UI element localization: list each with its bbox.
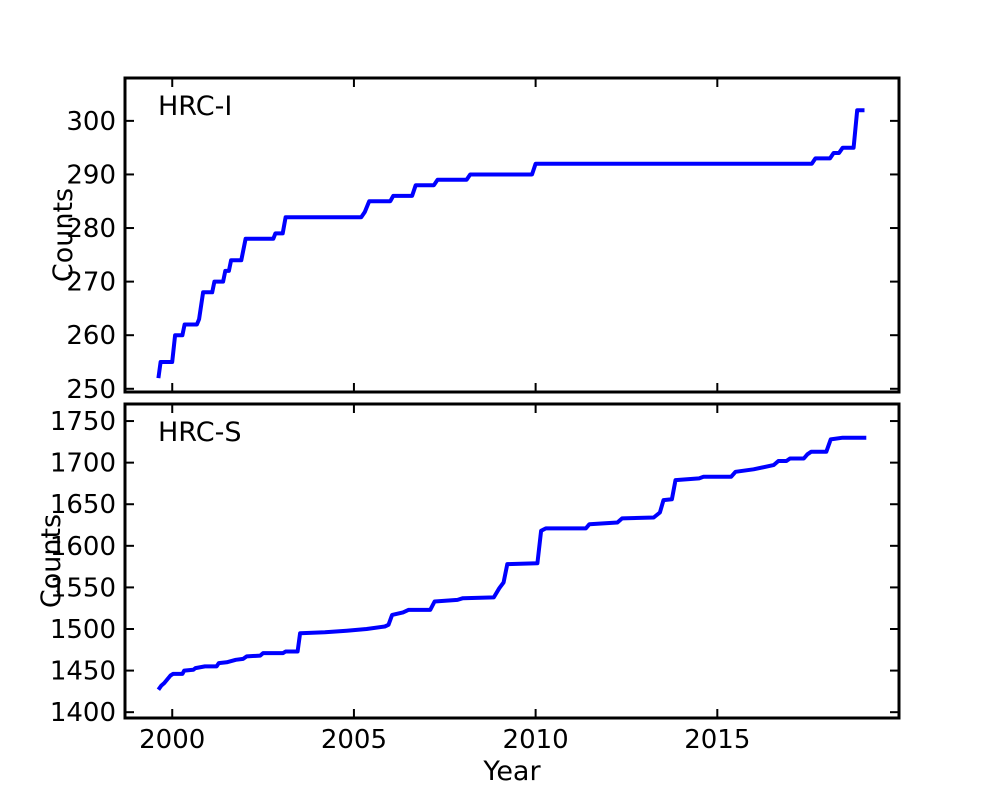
y-axis-label: Counts [36,514,67,608]
x-tick-label: 2005 [321,725,387,755]
panel-title: HRC-S [158,417,241,448]
hrc-s-data-line [156,435,867,691]
y-tick-label: 1400 [50,698,116,728]
y-axis-label: Counts [48,188,79,282]
axes-frame [123,402,901,720]
y-tick-label: 290 [66,160,116,190]
y-tick-label: 270 [66,268,116,298]
panel-hrc-i: 250 260 270 280 290 300 Counts HRC-I [48,76,901,405]
y-tick-label: 280 [66,214,116,244]
y-tick-label: 1500 [50,615,116,645]
y-tick-label: 1450 [50,657,116,687]
y-tick-label: 300 [66,107,116,137]
y-tick-label: 1600 [50,532,116,562]
x-axis-label: Year [482,756,541,787]
x-tick-label: 2000 [139,725,205,755]
x-tick-label: 2015 [684,725,750,755]
y-tick-label: 1650 [50,490,116,520]
y-tick-label: 260 [66,321,116,351]
panel-title: HRC-I [158,91,232,122]
panel-hrc-s: 2000 2005 2010 2015 1400 1450 1500 1550 1600 1650… [36,402,901,787]
y-tick-label: 1550 [50,573,116,603]
y-tick-label: 250 [66,375,116,405]
x-tick-label: 2010 [503,725,569,755]
hrc-i-data-line [156,108,865,379]
axes-frame [123,76,901,394]
y-tick-label: 1750 [50,407,116,437]
y-tick-label: 1700 [50,449,116,479]
